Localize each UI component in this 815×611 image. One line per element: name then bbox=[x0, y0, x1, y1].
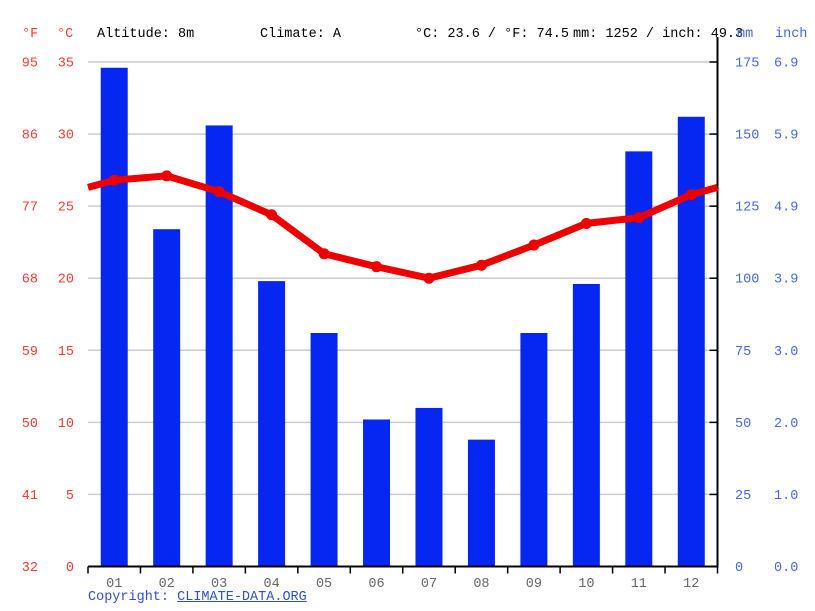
mm-tick-label: 150 bbox=[735, 129, 759, 144]
c-tick-label: 15 bbox=[58, 345, 74, 360]
c-tick-label: 0 bbox=[66, 561, 74, 576]
temperature-point-month-06 bbox=[371, 261, 383, 273]
mm-axis-title: mm bbox=[737, 27, 754, 42]
month-label-12: 12 bbox=[683, 577, 699, 592]
inch-tick-label: 5.9 bbox=[774, 129, 798, 144]
inch-tick-label: 4.9 bbox=[774, 201, 798, 216]
precipitation-bar-month-05 bbox=[310, 332, 338, 567]
precipitation-bar-month-01 bbox=[100, 67, 128, 567]
f-tick-label: 68 bbox=[22, 273, 38, 288]
mm-tick-label: 125 bbox=[735, 201, 759, 216]
month-label-03: 03 bbox=[211, 577, 227, 592]
precipitation-bar-month-12 bbox=[677, 116, 705, 567]
avg-temperature-label: °C: 23.6 / °F: 74.5 bbox=[415, 27, 569, 42]
inch-tick-label: 1.0 bbox=[774, 489, 798, 504]
inch-tick-label: 3.0 bbox=[774, 345, 798, 360]
inch-axis-title: inch bbox=[775, 27, 808, 42]
month-label-02: 02 bbox=[159, 577, 175, 592]
temperature-point-month-11 bbox=[633, 212, 645, 224]
precipitation-bar-month-10 bbox=[572, 283, 600, 567]
precipitation-bar-month-06 bbox=[363, 419, 391, 567]
mm-tick-label: 25 bbox=[735, 489, 751, 504]
inch-tick-label: 0.0 bbox=[774, 561, 798, 576]
mm-tick-label: 175 bbox=[735, 57, 759, 72]
month-label-11: 11 bbox=[631, 577, 647, 592]
precipitation-bar-month-07 bbox=[415, 407, 443, 567]
month-label-07: 07 bbox=[421, 577, 437, 592]
month-label-10: 10 bbox=[578, 577, 594, 592]
temperature-point-month-09 bbox=[528, 239, 540, 251]
temperature-line bbox=[87, 172, 719, 282]
mm-tick-label: 75 bbox=[735, 345, 751, 360]
c-tick-label: 20 bbox=[58, 273, 74, 288]
month-label-01: 01 bbox=[106, 577, 122, 592]
f-tick-label: 50 bbox=[22, 417, 38, 432]
fahrenheit-axis-title: °F bbox=[22, 27, 39, 42]
inch-tick-label: 2.0 bbox=[774, 417, 798, 432]
celsius-axis-title: °C bbox=[57, 27, 74, 42]
temperature-point-month-05 bbox=[318, 248, 330, 260]
month-label-08: 08 bbox=[473, 577, 489, 592]
f-tick-label: 32 bbox=[22, 561, 38, 576]
copyright-label: Copyright: bbox=[88, 590, 178, 605]
mm-tick-label: 100 bbox=[735, 273, 759, 288]
c-tick-label: 5 bbox=[66, 489, 74, 504]
c-tick-label: 25 bbox=[58, 201, 74, 216]
temperature-point-month-01 bbox=[108, 174, 120, 186]
mm-tick-label: 50 bbox=[735, 417, 751, 432]
c-tick-label: 10 bbox=[58, 417, 74, 432]
f-tick-label: 41 bbox=[22, 489, 38, 504]
temperature-point-month-03 bbox=[213, 186, 225, 198]
altitude-label: Altitude: 8m bbox=[97, 27, 195, 42]
month-label-04: 04 bbox=[264, 577, 280, 592]
temperature-point-month-04 bbox=[266, 209, 278, 221]
temperature-point-month-12 bbox=[685, 189, 697, 201]
copyright-line: Copyright: CLIMATE-DATA.ORG bbox=[88, 589, 307, 606]
month-label-05: 05 bbox=[316, 577, 332, 592]
temperature-point-month-08 bbox=[475, 259, 487, 271]
inch-tick-label: 3.9 bbox=[774, 273, 798, 288]
total-precip-label: mm: 1252 / inch: 49.3 bbox=[573, 27, 744, 42]
climate-data-link[interactable]: CLIMATE-DATA.ORG bbox=[177, 590, 307, 605]
climate-zone-label: Climate: A bbox=[260, 27, 342, 42]
inch-tick-label: 6.9 bbox=[774, 57, 798, 72]
f-tick-label: 77 bbox=[22, 201, 38, 216]
month-label-06: 06 bbox=[368, 577, 384, 592]
f-tick-label: 95 bbox=[22, 57, 38, 72]
precipitation-bar-month-04 bbox=[258, 281, 286, 567]
f-tick-label: 59 bbox=[22, 345, 38, 360]
temperature-point-month-10 bbox=[580, 217, 592, 229]
precipitation-bar-month-02 bbox=[153, 229, 181, 567]
precipitation-bar-month-09 bbox=[520, 332, 548, 567]
c-tick-label: 30 bbox=[58, 129, 74, 144]
mm-tick-label: 0 bbox=[735, 561, 743, 576]
precipitation-bar-month-08 bbox=[467, 439, 495, 567]
month-label-09: 09 bbox=[526, 577, 542, 592]
temperature-point-month-02 bbox=[161, 170, 173, 182]
temperature-point-month-07 bbox=[423, 272, 435, 284]
f-tick-label: 86 bbox=[22, 129, 38, 144]
c-tick-label: 35 bbox=[58, 57, 74, 72]
